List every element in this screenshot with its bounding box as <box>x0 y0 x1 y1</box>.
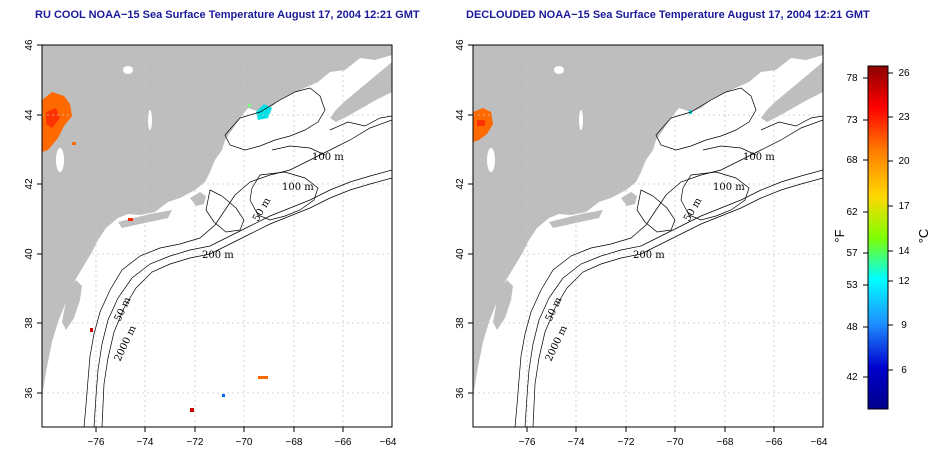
lon-tick-label: −68 <box>717 437 734 448</box>
sst-warm-patch <box>42 92 72 152</box>
cape-cod-land <box>621 192 637 206</box>
lat-tick-label: 36 <box>24 387 35 399</box>
fahrenheit-tick-label: 68 <box>846 155 858 166</box>
lat-tick-label: 42 <box>24 178 35 190</box>
sst-pixel <box>477 120 485 126</box>
lake <box>554 66 564 74</box>
lat-tick-label: 42 <box>455 178 466 190</box>
sst-pixel <box>190 408 194 412</box>
celsius-tick-label: 12 <box>898 276 910 287</box>
lake <box>56 148 64 172</box>
fahrenheit-tick-label: 78 <box>846 73 858 84</box>
fahrenheit-tick-label: 53 <box>846 280 858 291</box>
bathymetry-contours <box>514 87 823 427</box>
nova-scotia-land <box>761 62 823 122</box>
lake <box>123 66 133 74</box>
celsius-tick-label: 26 <box>898 68 910 79</box>
long-island-land <box>549 210 603 228</box>
delmarva-land <box>62 280 82 330</box>
left-map-title: RU COOL NOAA−15 Sea Surface Temperature … <box>35 9 420 21</box>
lon-tick-label: −70 <box>667 437 684 448</box>
lon-tick-label: −64 <box>380 437 397 448</box>
celsius-tick-label: 20 <box>898 156 910 167</box>
lat-tick-label: 46 <box>455 39 466 51</box>
fahrenheit-tick-label: 57 <box>846 248 858 259</box>
contour-label-100m: 100 m <box>743 152 775 163</box>
lat-tick-label: 44 <box>24 109 35 121</box>
fahrenheit-tick-label: 48 <box>846 322 858 333</box>
fahrenheit-tick-label: 62 <box>846 207 858 218</box>
lon-tick-label: −76 <box>519 437 536 448</box>
sst-pixel <box>72 142 76 145</box>
lon-tick-label: −74 <box>568 437 585 448</box>
lon-tick-label: −70 <box>236 437 253 448</box>
lat-tick-label: 38 <box>455 317 466 329</box>
lat-tick-label: 38 <box>24 317 35 329</box>
fahrenheit-unit-label: °F <box>832 229 847 242</box>
contour-label-100m: 100 m <box>312 152 344 163</box>
colorbar-ticks <box>863 72 893 378</box>
nova-scotia-land <box>330 62 392 122</box>
celsius-tick-label: 6 <box>901 365 907 376</box>
lon-tick-label: −72 <box>618 437 635 448</box>
right-sst-map[interactable]: 100 m 100 m 50 m 200 m 50 m 2000 m −76 −… <box>431 0 851 475</box>
cape-cod-land <box>190 192 206 206</box>
sst-pixel <box>128 218 133 221</box>
lake <box>148 110 152 130</box>
left-sst-map[interactable]: 100 m 100 m 50 m 200 m 50 m 2000 m −76 −… <box>0 0 420 475</box>
lat-tick-label: 46 <box>24 39 35 51</box>
contour-label-200m: 200 m <box>202 250 234 261</box>
lake <box>487 148 495 172</box>
land-mass <box>42 45 392 395</box>
lon-tick-label: −64 <box>811 437 828 448</box>
sst-pixel <box>258 376 268 379</box>
lat-tick-label: 36 <box>455 387 466 399</box>
land-mass <box>473 45 823 395</box>
fahrenheit-tick-label: 73 <box>846 115 858 126</box>
contour-label-200m: 200 m <box>633 250 665 261</box>
contour-label-100m: 100 m <box>713 182 745 193</box>
lon-tick-label: −72 <box>187 437 204 448</box>
fahrenheit-tick-label: 42 <box>846 372 858 383</box>
lat-tick-label: 44 <box>455 109 466 121</box>
right-map-title: DECLOUDED NOAA−15 Sea Surface Temperatur… <box>466 9 870 21</box>
contour-label-100m: 100 m <box>282 182 314 193</box>
lat-tick-label: 40 <box>455 248 466 260</box>
map-gridlines <box>473 45 823 427</box>
celsius-tick-label: 9 <box>901 320 907 331</box>
delmarva-land <box>493 280 513 330</box>
celsius-unit-label: °C <box>916 229 931 244</box>
temperature-colorbar: 78 73 68 62 57 53 48 42 26 23 20 17 14 1… <box>832 65 931 410</box>
celsius-tick-label: 14 <box>898 246 910 257</box>
lon-tick-label: −74 <box>137 437 154 448</box>
sst-cool-patch <box>256 104 272 120</box>
sst-pixel <box>90 328 93 332</box>
lon-tick-label: −76 <box>88 437 105 448</box>
colorbar-gradient <box>867 65 889 410</box>
celsius-tick-label: 17 <box>898 201 910 212</box>
long-island-land <box>118 210 172 228</box>
lon-tick-label: −66 <box>766 437 783 448</box>
lon-tick-label: −66 <box>335 437 352 448</box>
celsius-tick-label: 23 <box>898 112 910 123</box>
lat-tick-label: 40 <box>24 248 35 260</box>
sst-pixel <box>248 104 251 107</box>
lake <box>579 110 583 130</box>
bathymetry-contours <box>83 87 392 427</box>
lon-tick-label: −68 <box>286 437 303 448</box>
sst-pixel <box>222 394 225 397</box>
sst-warm-patch <box>46 108 60 128</box>
map-frame <box>472 44 824 428</box>
map-gridlines <box>42 45 392 427</box>
axis-ticks <box>37 44 344 432</box>
map-frame <box>41 44 393 428</box>
axis-ticks <box>468 44 775 432</box>
